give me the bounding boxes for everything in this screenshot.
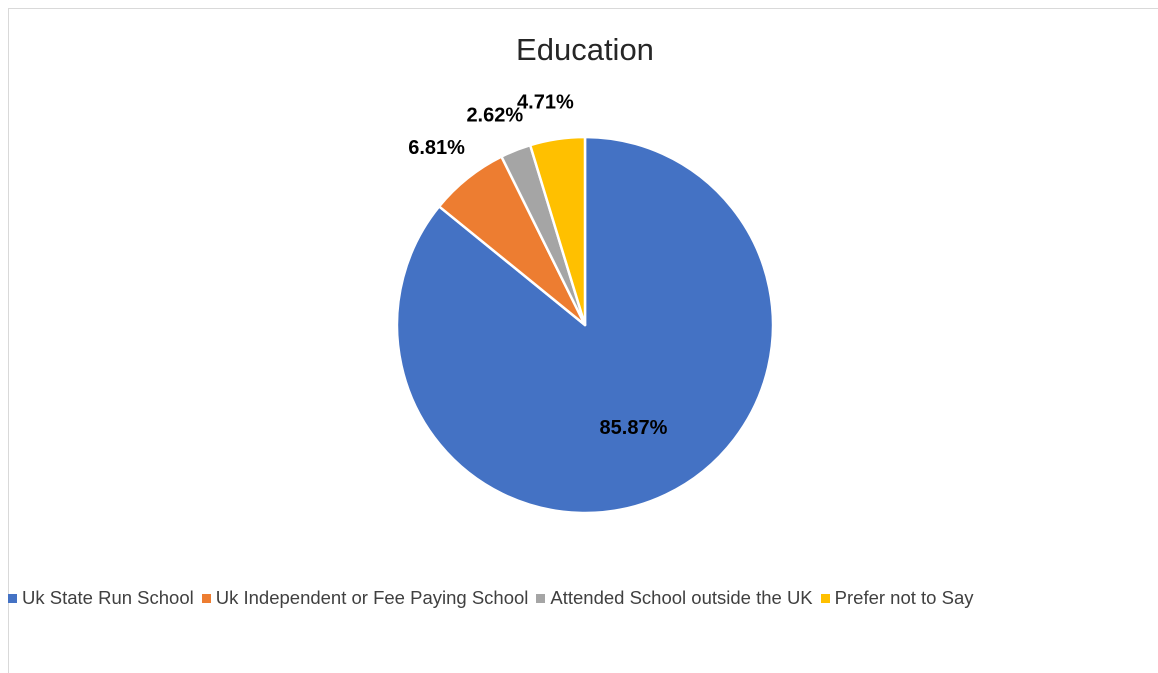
legend-swatch (536, 593, 546, 603)
data-label-attended-school-outside-the-uk: 2.62% (466, 105, 523, 127)
legend-label: Attended School outside the UK (550, 587, 813, 608)
chart-title: Education (516, 32, 654, 67)
legend-item-prefer-not-to-say: Prefer not to Say (820, 587, 974, 609)
data-label-uk-state-run-school: 85.87% (600, 417, 668, 439)
legend-item-uk-independent-or-fee-paying-school: Uk Independent or Fee Paying School (201, 587, 529, 609)
legend-swatch (820, 593, 830, 603)
chart-frame (8, 8, 1158, 673)
legend-label: Uk State Run School (22, 587, 194, 608)
legend-item-uk-state-run-school: Uk State Run School (8, 587, 194, 609)
legend-label: Prefer not to Say (834, 587, 974, 608)
chart-legend: Uk State Run School Uk Independent or Fee… (8, 586, 981, 610)
legend-swatch (201, 593, 211, 603)
legend-item-attended-school-outside-the-uk: Attended School outside the UK (536, 587, 813, 609)
legend-label: Uk Independent or Fee Paying School (215, 587, 529, 608)
legend-swatch (8, 593, 17, 603)
pie-slice-prefer-not-to-say (528, 135, 587, 327)
data-label-uk-independent-or-fee-paying-school: 6.81% (408, 137, 465, 159)
data-label-prefer-not-to-say: 4.71% (517, 91, 574, 113)
